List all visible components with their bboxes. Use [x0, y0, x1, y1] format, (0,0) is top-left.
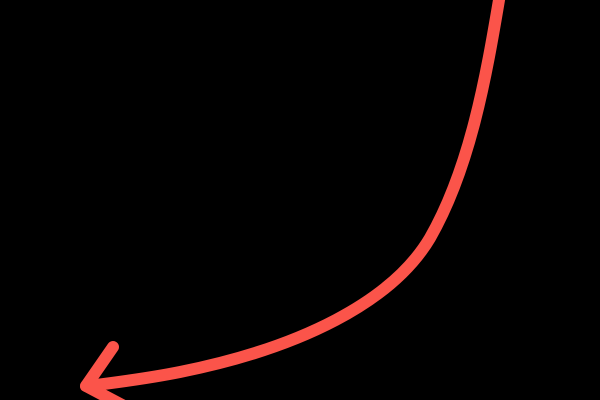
arrow-group — [80, 0, 506, 400]
arrow-head-lower-barb — [80, 380, 126, 400]
arrow-head-upper-barb — [80, 341, 119, 392]
arrow-shaft-path — [82, 0, 506, 392]
